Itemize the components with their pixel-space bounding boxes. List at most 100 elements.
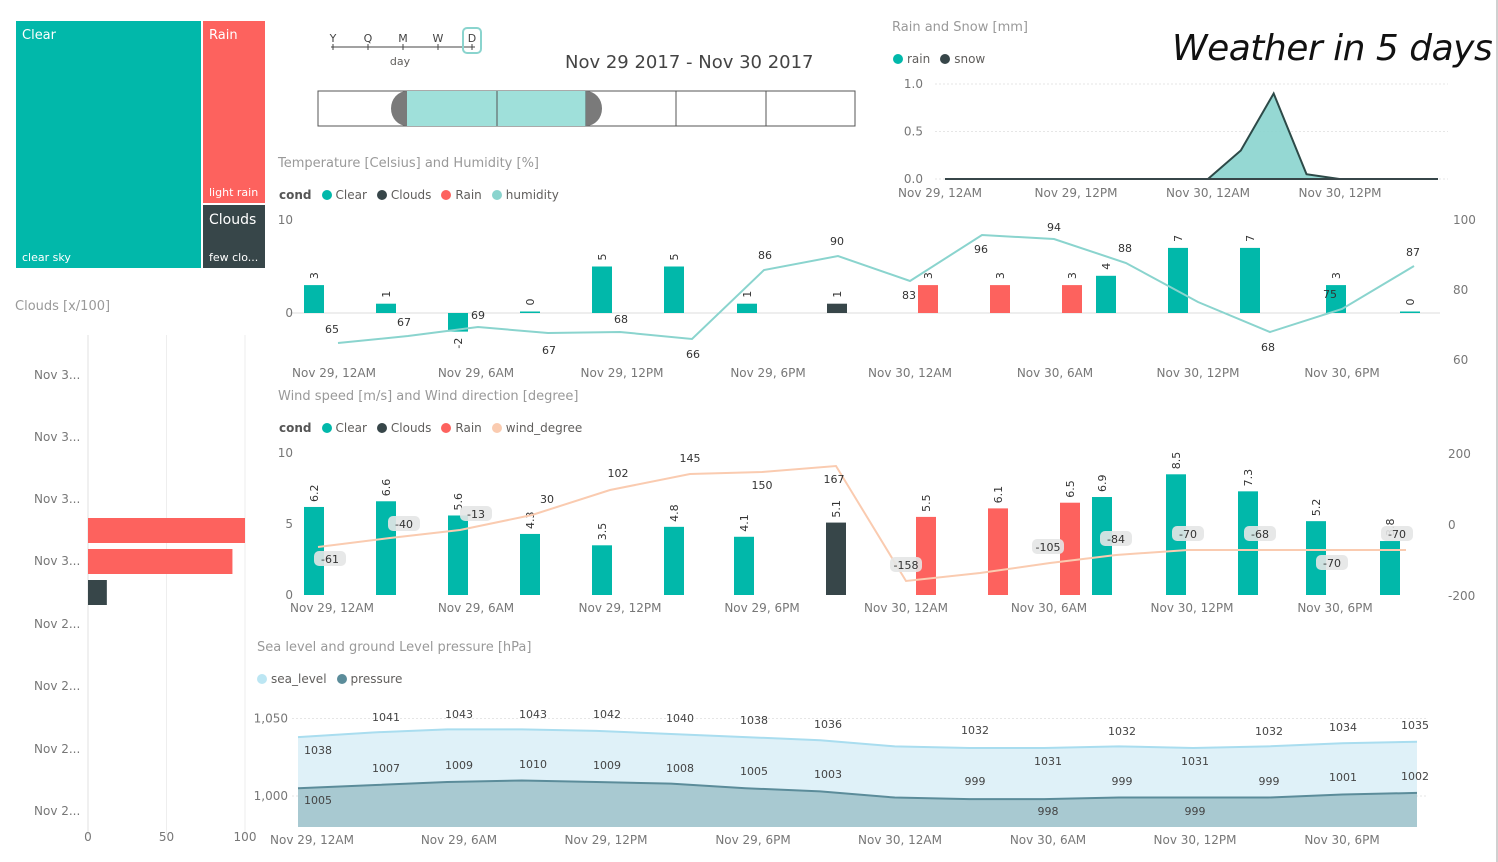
wind-bar xyxy=(376,501,396,595)
legend-item-clouds[interactable]: Clouds xyxy=(376,188,431,202)
sea-level-data-label: 1035 xyxy=(1401,719,1429,732)
temp-bar xyxy=(827,303,847,313)
legend-item-rain[interactable]: rain xyxy=(893,52,930,66)
legend-item-clouds[interactable]: Clouds xyxy=(376,421,431,435)
temp-chart-legend: cond Clear Clouds Rain humidity xyxy=(279,188,569,202)
temp-data-label: 0 xyxy=(1404,299,1417,306)
wind-degree-label: -40 xyxy=(395,518,413,531)
x-tick-label: Nov 30, 12PM xyxy=(1154,833,1237,847)
x-tick-label: Nov 30, 6PM xyxy=(1304,833,1379,847)
humidity-data-label: 66 xyxy=(686,348,700,361)
legend-title: cond xyxy=(279,188,312,202)
temp-data-label: 0 xyxy=(524,299,537,306)
timeline-slider[interactable] xyxy=(316,89,858,129)
temp-data-label: 3 xyxy=(1330,272,1343,279)
legend-item-humidity[interactable]: humidity xyxy=(491,188,559,202)
wind-degree-label: -13 xyxy=(467,508,485,521)
x-tick-label: Nov 29, 12AM xyxy=(290,601,374,615)
temp-data-label: 3 xyxy=(1066,272,1079,279)
temp-bar xyxy=(1326,285,1346,313)
wind-degree-label: 102 xyxy=(608,467,629,480)
slicer-level-label: M xyxy=(398,32,408,45)
x-tick-label: Nov 29, 6PM xyxy=(715,833,790,847)
slicer-caption: day xyxy=(390,55,411,68)
x-tick-label: Nov 30, 6AM xyxy=(1017,366,1093,380)
legend-item-clear[interactable]: Clear xyxy=(321,188,367,202)
temp-bar xyxy=(520,311,540,313)
x-tick-label: Nov 30, 6AM xyxy=(1011,601,1087,615)
timeline-right-handle[interactable] xyxy=(586,91,602,126)
legend-label: snow xyxy=(954,52,986,66)
wind-degree-pill xyxy=(1032,539,1064,554)
y-category-label: Nov 3... xyxy=(34,368,80,382)
sea-level-data-label: 1032 xyxy=(1108,725,1136,738)
x-tick-label: Nov 30, 12AM xyxy=(1166,186,1250,200)
humidity-line xyxy=(337,233,1415,344)
date-level-slicer[interactable]: Y Q M W D day xyxy=(325,26,495,72)
pressure-chart-title: Sea level and ground Level pressure [hPa… xyxy=(257,640,532,655)
legend-item-clear[interactable]: Clear xyxy=(321,421,367,435)
sea-level-data-label: 1036 xyxy=(814,718,842,731)
sea-level-data-label: 1038 xyxy=(304,744,332,757)
y2-tick-label: -200 xyxy=(1448,589,1475,603)
wind-degree-label: 30 xyxy=(540,493,554,506)
legend-item-rain[interactable]: Rain xyxy=(441,188,482,202)
x-tick-label: Nov 30, 12AM xyxy=(864,601,948,615)
wind-speed-label: 6.5 xyxy=(1064,480,1077,498)
y-tick-label: 0.5 xyxy=(904,125,923,139)
legend-label: Clear xyxy=(335,188,367,202)
temp-bar xyxy=(1168,247,1188,313)
pressure-chart-legend: sea_level pressure xyxy=(257,672,412,686)
wind-bar xyxy=(734,536,754,595)
slicer-level-label: D xyxy=(468,32,476,45)
date-range-title: Nov 29 2017 - Nov 30 2017 xyxy=(565,52,814,73)
y-category-label: Nov 2... xyxy=(34,804,80,818)
y2-tick-label: 200 xyxy=(1448,447,1471,461)
treemap-tile-rain[interactable]: Rain light rain xyxy=(203,21,265,203)
treemap-tile-clear[interactable]: Clear clear sky xyxy=(16,21,201,268)
legend-item-sea-level[interactable]: sea_level xyxy=(257,672,327,686)
y-tick-label: 0 xyxy=(285,588,293,602)
slicer-selected-frame xyxy=(462,27,482,54)
legend-label: Rain xyxy=(455,421,482,435)
pressure-data-label: 1001 xyxy=(1329,771,1357,784)
humidity-data-label: 68 xyxy=(1261,341,1275,354)
wind-chart-legend: cond Clear Clouds Rain wind_degree xyxy=(279,421,592,435)
sea-level-data-label: 1041 xyxy=(372,711,400,724)
humidity-data-label: 88 xyxy=(1118,242,1132,255)
pressure-data-label: 1005 xyxy=(740,765,768,778)
pressure-data-label: 1002 xyxy=(1401,770,1429,783)
wind-bar xyxy=(448,515,468,595)
legend-item-snow[interactable]: snow xyxy=(940,52,985,66)
slicer-level-label: W xyxy=(433,32,444,45)
pressure-line xyxy=(297,779,1418,801)
wind-bar xyxy=(1306,521,1326,595)
y-tick-label: 0.0 xyxy=(904,172,923,186)
humidity-data-label: 83 xyxy=(902,289,916,302)
wind-bar xyxy=(988,508,1008,595)
wind-speed-label: 4.1 xyxy=(738,514,751,532)
legend-label: sea_level xyxy=(271,672,327,686)
wind-speed-label: 5.1 xyxy=(830,500,843,518)
temp-bar xyxy=(448,313,468,332)
temp-data-label: 1 xyxy=(380,291,393,298)
legend-item-pressure[interactable]: pressure xyxy=(336,672,402,686)
temp-data-label: -2 xyxy=(452,338,465,349)
wind-speed-label: 3.5 xyxy=(596,523,609,541)
y-tick-label: 1.0 xyxy=(904,77,923,91)
temp-bar xyxy=(737,303,757,313)
sea-level-data-label: 1043 xyxy=(519,708,547,721)
timeline-left-handle[interactable] xyxy=(391,91,407,126)
wind-speed-label: 5.6 xyxy=(452,493,465,511)
sea-level-data-label: 1034 xyxy=(1329,721,1357,734)
sea-level-data-label: 1038 xyxy=(740,714,768,727)
y-category-label: Nov 3... xyxy=(34,430,80,444)
wind-degree-pill xyxy=(1244,526,1276,541)
legend-item-wind-degree[interactable]: wind_degree xyxy=(491,421,582,435)
wind-degree-pill xyxy=(890,557,922,572)
legend-item-rain[interactable]: Rain xyxy=(441,421,482,435)
treemap-tile-clouds[interactable]: Clouds few clo... xyxy=(203,205,265,268)
wind-speed-label: 6.6 xyxy=(380,479,393,497)
